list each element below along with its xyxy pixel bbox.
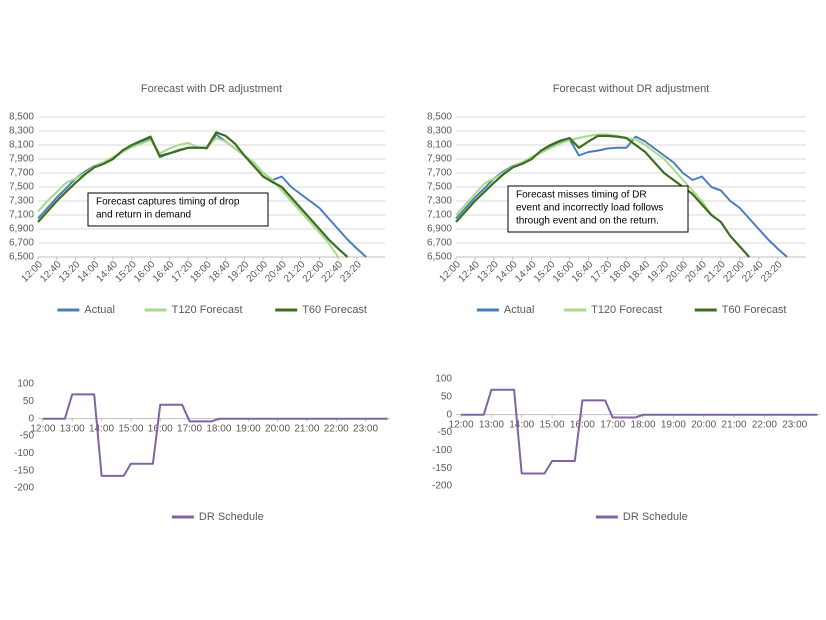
series-line <box>455 133 713 216</box>
annotation-box <box>87 192 269 227</box>
x-tick-label: 20:00 <box>265 423 290 434</box>
legend-label: DR Schedule <box>199 511 264 523</box>
x-tick-label: 23:00 <box>782 419 807 430</box>
y-tick-label: -50 <box>20 431 35 442</box>
y-tick-label: 50 <box>441 391 453 402</box>
x-tick-label: 13:00 <box>60 423 85 434</box>
y-tick-label: 6,500 <box>9 252 34 263</box>
y-tick-label: 50 <box>23 396 35 407</box>
legend-label: Actual <box>504 304 535 316</box>
y-tick-label: 0 <box>28 413 34 424</box>
y-tick-label: 7,500 <box>9 182 34 193</box>
x-tick-label: 18:00 <box>206 423 231 434</box>
y-tick-label: 7,300 <box>427 196 452 207</box>
annotation: and return in demand <box>96 210 191 221</box>
y-tick-label: 7,700 <box>9 168 34 179</box>
x-tick-label: 15:00 <box>540 419 565 430</box>
y-tick-label: 8,100 <box>9 140 34 151</box>
annotation-box <box>507 185 689 233</box>
annotation: Forecast misses timing of DR <box>516 190 647 201</box>
x-tick-label: 16:00 <box>148 423 173 434</box>
legend-label: T120 Forecast <box>591 304 662 316</box>
series-line <box>42 393 388 477</box>
x-tick-label: 14:00 <box>89 423 114 434</box>
series-line <box>461 388 818 475</box>
x-tick-label: 15:00 <box>118 423 143 434</box>
x-tick-label: 17:00 <box>177 423 202 434</box>
x-tick-label: 23:20 <box>759 259 785 285</box>
x-tick-label: 20:00 <box>691 419 716 430</box>
y-tick-label: 8,500 <box>427 112 452 123</box>
y-tick-label: 6,500 <box>427 252 452 263</box>
legend-label: T120 Forecast <box>172 304 243 316</box>
legend-label: DR Schedule <box>623 511 688 523</box>
y-tick-label: -100 <box>14 448 34 459</box>
y-tick-label: 8,100 <box>427 140 452 151</box>
y-tick-label: 7,300 <box>9 196 34 207</box>
y-tick-label: 8,300 <box>9 126 34 137</box>
legend-label: Actual <box>84 304 115 316</box>
legend-label: T60 Forecast <box>302 304 367 316</box>
y-tick-label: 7,100 <box>427 210 452 221</box>
x-tick-label: 13:00 <box>479 419 504 430</box>
y-tick-label: -200 <box>14 483 34 494</box>
series-line <box>455 134 751 258</box>
x-tick-label: 21:00 <box>294 423 319 434</box>
y-tick-label: 6,700 <box>9 238 34 249</box>
chart-title: Forecast with DR adjustment <box>141 83 282 95</box>
y-tick-label: 7,500 <box>427 182 452 193</box>
y-tick-label: 0 <box>446 409 452 420</box>
y-tick-label: -100 <box>432 445 452 456</box>
x-tick-label: 21:00 <box>722 419 747 430</box>
x-tick-label: 16:00 <box>570 419 595 430</box>
annotation: event and incorrectly load follows <box>516 203 663 214</box>
y-tick-label: 100 <box>17 379 34 390</box>
x-tick-label: 17:00 <box>600 419 625 430</box>
y-tick-label: -150 <box>14 465 34 476</box>
y-tick-label: -150 <box>432 463 452 474</box>
y-tick-label: 100 <box>435 374 452 385</box>
y-tick-label: 7,700 <box>427 168 452 179</box>
x-tick-label: 23:20 <box>338 259 364 285</box>
x-tick-label: 23:00 <box>353 423 378 434</box>
annotation: through event and on the return. <box>516 216 659 227</box>
x-tick-label: 22:00 <box>324 423 349 434</box>
y-tick-label: 7,100 <box>9 210 34 221</box>
x-tick-label: 14:00 <box>509 419 534 430</box>
x-tick-label: 18:00 <box>631 419 656 430</box>
x-tick-label: 12:00 <box>30 423 55 434</box>
series-line <box>37 131 349 258</box>
y-tick-label: 7,900 <box>427 154 452 165</box>
y-tick-label: 8,300 <box>427 126 452 137</box>
y-tick-label: 6,900 <box>427 224 452 235</box>
chart-title: Forecast without DR adjustment <box>553 83 710 95</box>
x-tick-label: 12:00 <box>449 419 474 430</box>
y-tick-label: 8,500 <box>9 112 34 123</box>
y-tick-label: -200 <box>432 481 452 492</box>
x-tick-label: 19:00 <box>661 419 686 430</box>
x-tick-label: 22:00 <box>752 419 777 430</box>
legend-label: T60 Forecast <box>722 304 787 316</box>
annotation: Forecast captures timing of drop <box>96 197 240 208</box>
y-tick-label: -50 <box>438 427 453 438</box>
y-tick-label: 6,700 <box>427 238 452 249</box>
y-tick-label: 6,900 <box>9 224 34 235</box>
x-tick-label: 19:00 <box>236 423 261 434</box>
y-tick-label: 7,900 <box>9 154 34 165</box>
